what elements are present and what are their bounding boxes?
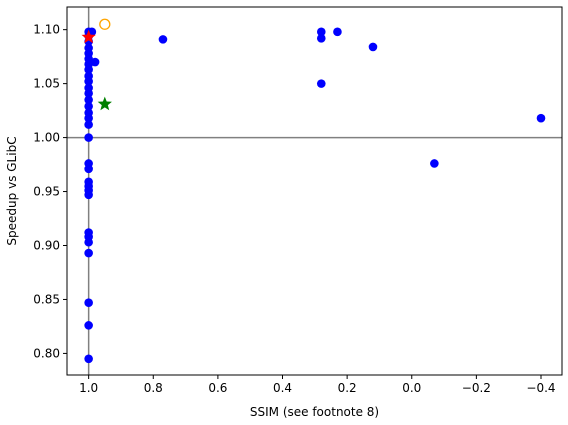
- data-point: [536, 113, 546, 123]
- data-point: [84, 248, 93, 258]
- data-points: [81, 18, 546, 364]
- x-tick-label: 0.8: [144, 381, 163, 395]
- x-tick-label: 1.0: [79, 381, 98, 395]
- data-point: [84, 321, 93, 330]
- y-axis-ticks: 0.80 0.85 0.90 0.95 1.00 1.05 1.10: [33, 23, 67, 360]
- data-point: [84, 113, 93, 123]
- reference-lines: [67, 7, 562, 375]
- data-point: [430, 159, 439, 168]
- y-tick-label: 0.95: [33, 185, 60, 199]
- x-axis-ticks: 1.0 0.8 0.6 0.4 0.2 0.0 −0.2 −0.4: [79, 375, 556, 395]
- x-axis-label: SSIM (see footnote 8): [250, 405, 379, 419]
- data-point: [84, 190, 93, 200]
- x-tick-label: −0.4: [526, 381, 555, 395]
- data-point: [84, 101, 93, 111]
- data-point: [84, 354, 93, 364]
- data-point: [84, 120, 93, 129]
- star-marker-point: [97, 96, 112, 111]
- y-tick-label: 1.00: [33, 131, 60, 145]
- data-point: [84, 164, 93, 174]
- data-point: [84, 65, 93, 74]
- data-point: [84, 133, 93, 142]
- y-tick-label: 0.80: [33, 346, 60, 360]
- data-point: [84, 298, 93, 307]
- y-tick-label: 0.90: [33, 238, 60, 252]
- x-tick-label: 0.6: [208, 381, 227, 395]
- data-point: [316, 33, 326, 43]
- data-point: [158, 35, 168, 44]
- data-point: [316, 79, 326, 88]
- data-point: [84, 89, 93, 98]
- y-tick-label: 1.10: [33, 23, 60, 37]
- y-tick-label: 1.05: [33, 77, 60, 91]
- x-tick-label: 0.4: [273, 381, 292, 395]
- x-tick-label: 0.2: [338, 381, 357, 395]
- y-axis-label: Speedup vs GLibC: [5, 136, 19, 245]
- y-tick-label: 0.85: [33, 292, 60, 306]
- data-point: [368, 42, 378, 52]
- data-point: [316, 27, 326, 37]
- x-tick-label: −0.2: [462, 381, 491, 395]
- hollow-marker-point: [99, 18, 111, 30]
- data-point: [84, 95, 93, 105]
- x-tick-label: 0.0: [402, 381, 421, 395]
- data-point: [84, 77, 93, 86]
- star-marker-point: [81, 29, 96, 44]
- data-point: [84, 237, 93, 247]
- data-point: [90, 57, 100, 67]
- plot-frame: [66, 6, 563, 376]
- data-point: [333, 27, 342, 37]
